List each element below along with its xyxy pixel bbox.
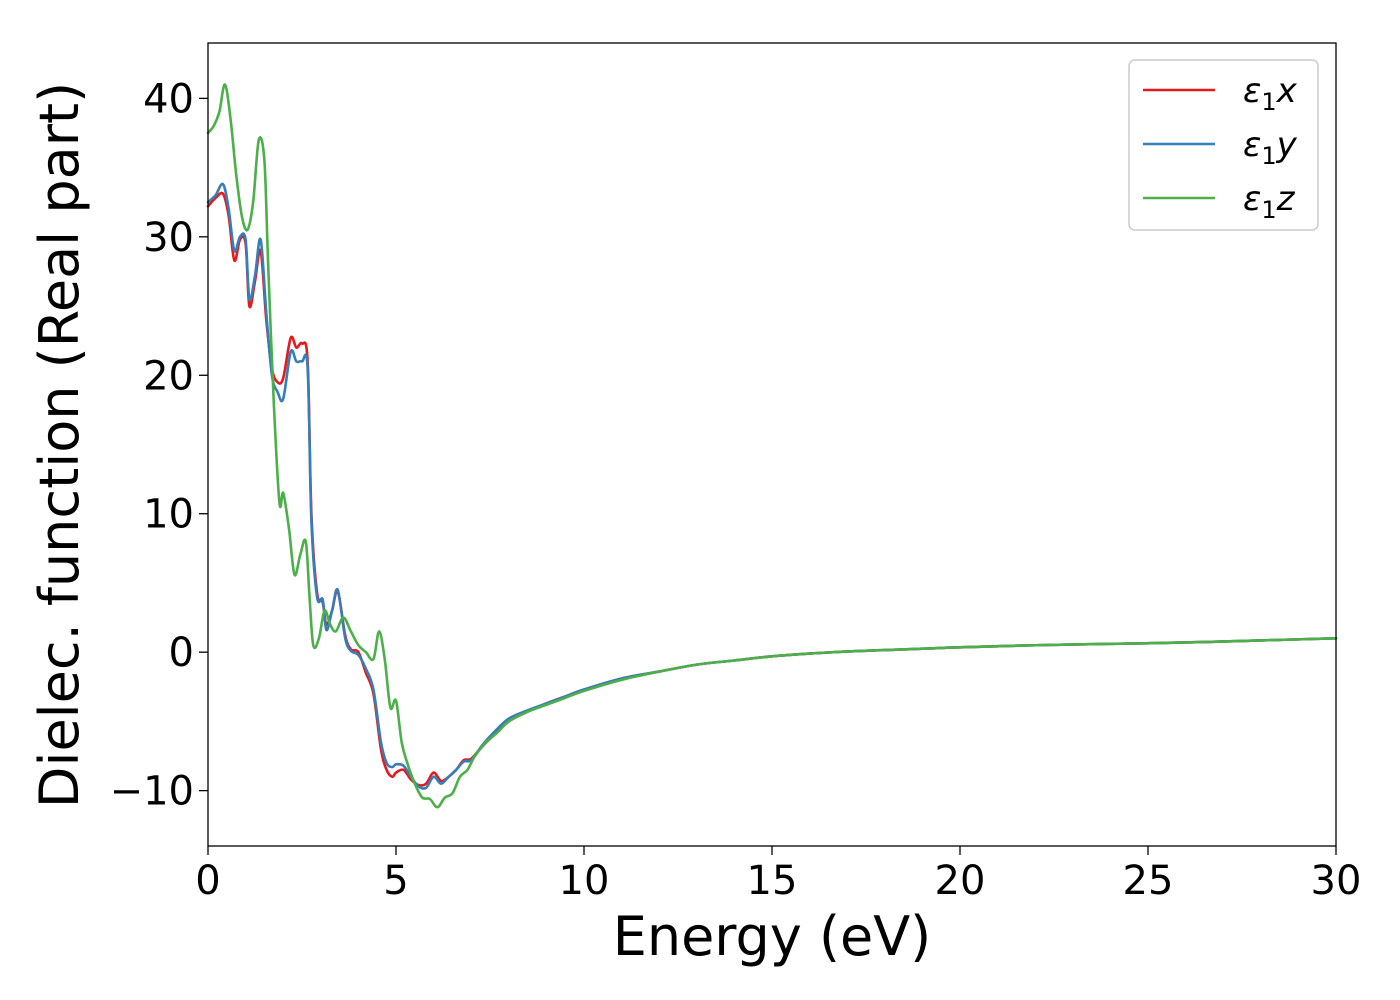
x-axis: 0 5 10 15 20 25 30 [195,846,1361,904]
series-layer [206,83,1338,809]
y-tick-label: 20 [143,353,194,399]
x-axis-label: Energy (eV) [613,905,932,968]
legend-label-sub: 1 [1261,142,1276,170]
x-tick-label: 20 [935,858,986,904]
x-tick-label: 5 [383,858,408,904]
x-tick-label: 30 [1311,858,1362,904]
series-line-z [206,83,1338,809]
y-tick-label: −10 [110,769,194,815]
legend-label-z: ε1z [1243,179,1296,224]
legend-label-main: ε [1243,71,1261,111]
x-tick-label: 25 [1123,858,1174,904]
x-tick-label: 0 [195,858,220,904]
y-tick-label: 40 [143,76,194,122]
legend-label-sub: 1 [1261,88,1276,116]
legend-label-y: ε1y [1243,125,1298,170]
legend-label-main: ε [1243,179,1261,219]
y-tick-label: 30 [143,215,194,261]
x-tick-label: 15 [747,858,798,904]
x-tick-label: 10 [559,858,610,904]
legend-label-tail: z [1276,179,1296,219]
y-tick-label: 0 [169,630,194,676]
y-axis-label: Dielec. function (Real part) [28,82,91,808]
legend-label-main: ε [1243,125,1261,165]
legend-label-sub: 1 [1261,196,1276,224]
legend-label-tail: x [1276,71,1298,111]
y-axis: −10 0 10 20 30 40 [110,76,208,815]
legend-box [1128,59,1319,231]
legend-label-tail: y [1276,125,1298,165]
legend-label-x: ε1x [1243,71,1298,116]
y-tick-label: 10 [143,492,194,538]
